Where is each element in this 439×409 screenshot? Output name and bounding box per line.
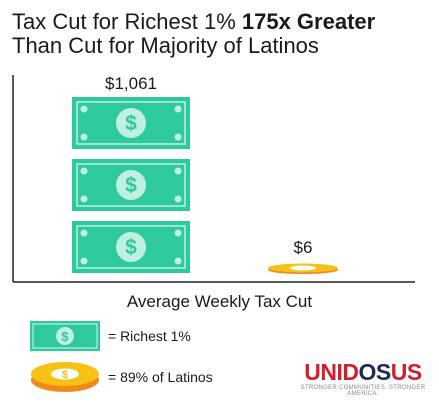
dollar-bill-icon: $ [30, 321, 100, 351]
x-axis-label: Average Weekly Tax Cut [126, 292, 313, 311]
logo-tagline: STRONGER COMMUNITIES. STRONGER AMERICA. [300, 385, 426, 397]
bar-richest-1pct [71, 96, 191, 274]
title-part2: Than Cut for Majority of Latinos [12, 33, 319, 58]
legend-item-latinos: $ = 89% of Latinos [30, 360, 213, 394]
bill-2 [71, 158, 191, 212]
chart-title: Tax Cut for Richest 1% 175x Greater Than… [12, 10, 432, 58]
logo-text-2: OS [358, 359, 392, 385]
logo-text-1: UNID [304, 359, 359, 385]
bar-89pct-latinos [268, 263, 338, 274]
svg-text:$: $ [62, 369, 68, 381]
chart-svg: $ $1,061 $6 [12, 74, 415, 283]
title-part1: Tax Cut for Richest 1% [12, 9, 242, 34]
coin-center [290, 265, 316, 271]
legend-item-richest: $ = Richest 1% [30, 321, 191, 351]
legend-label-latinos: = 89% of Latinos [108, 369, 213, 385]
title-bold: 175x Greater [241, 9, 376, 34]
data-label-89pct-latinos: $6 [294, 238, 313, 257]
gold-coin-icon: $ [31, 362, 99, 392]
bill-3 [71, 220, 191, 274]
bill-1 [71, 96, 191, 150]
svg-text:$: $ [61, 329, 69, 344]
legend-label-richest: = Richest 1% [108, 328, 191, 344]
data-label-richest-1pct: $1,061 [105, 74, 157, 93]
unidosus-logo: UNIDOSUS STRONGER COMMUNITIES. STRONGER … [293, 360, 433, 397]
logo-text-3: US [390, 359, 422, 385]
